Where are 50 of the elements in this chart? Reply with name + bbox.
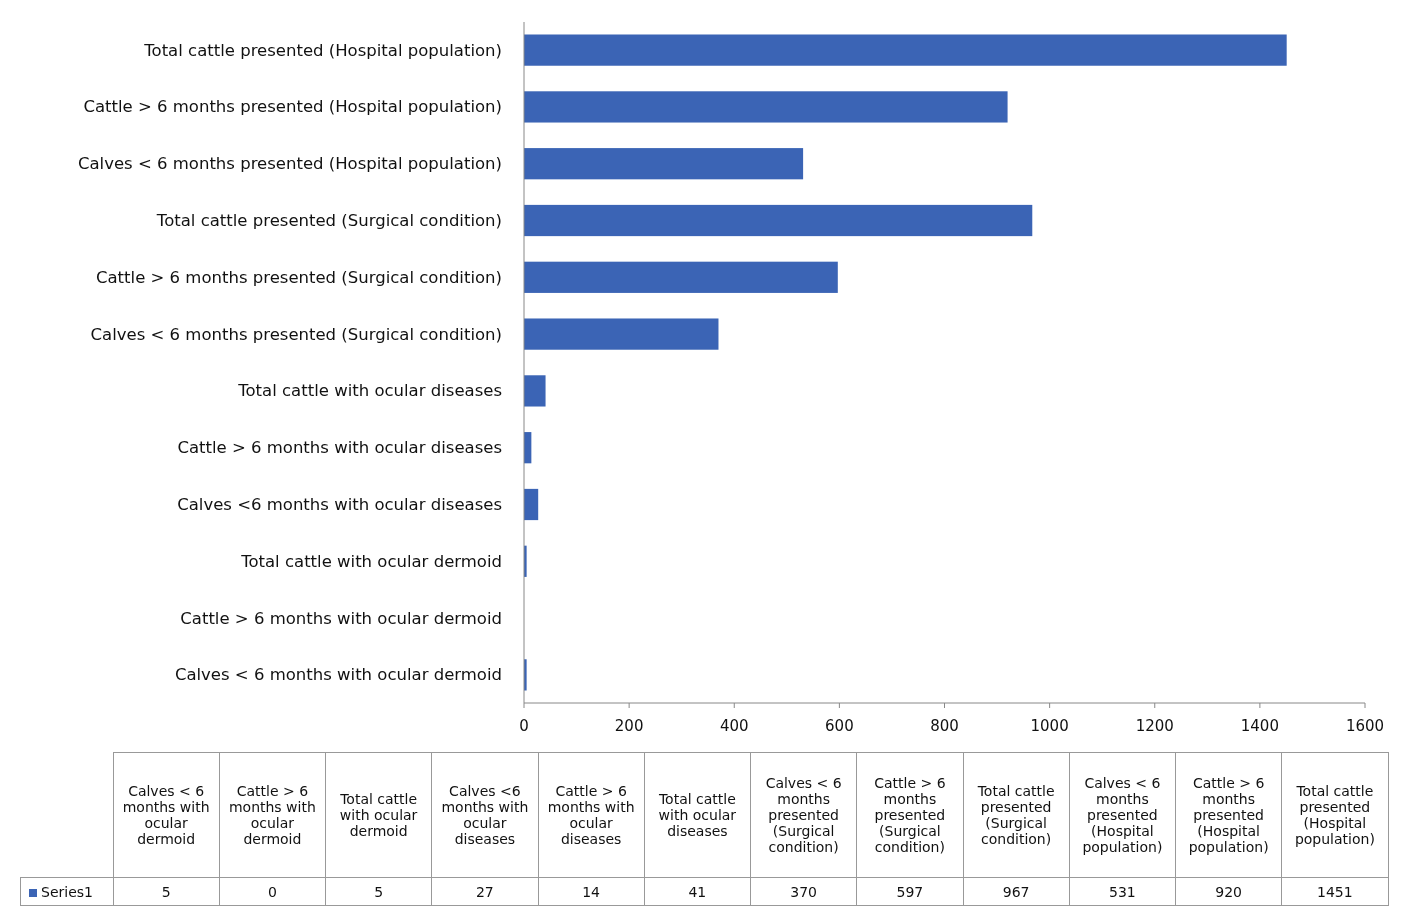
y-tick-label: Calves <6 months with ocular diseases — [177, 494, 502, 514]
bar — [524, 375, 546, 407]
data-label: 5 — [325, 877, 432, 906]
bar — [524, 488, 539, 521]
category-label: Total cattle presented (Surgical condition) — [963, 752, 1070, 878]
y-tick-label: Total cattle presented (Hospital population) — [143, 40, 502, 60]
y-tick-label: Cattle > 6 months with ocular dermoid — [180, 608, 502, 628]
category-label: Calves < 6 months presented (Surgical condition) — [750, 752, 857, 878]
bar — [524, 204, 1033, 237]
x-tick-label: 0 — [519, 717, 529, 735]
bar — [524, 318, 719, 350]
bar — [524, 148, 804, 180]
x-tick-label: 1600 — [1345, 717, 1385, 735]
y-tick-label: Total cattle with ocular diseases — [237, 381, 502, 401]
data-label: 5 — [113, 877, 220, 906]
data-label: 27 — [431, 877, 538, 906]
data-label: 41 — [644, 877, 751, 906]
data-label: 967 — [963, 877, 1070, 906]
category-label: Calves < 6 months presented (Hospital population) — [1069, 752, 1176, 878]
y-tick-label: Calves < 6 months with ocular dermoid — [174, 665, 502, 685]
y-tick-label: Calves < 6 months presented (Surgical condition) — [90, 324, 502, 344]
category-label: Cattle > 6 months with ocular diseases — [538, 752, 645, 878]
bar — [524, 261, 838, 293]
data-label: 920 — [1175, 877, 1282, 906]
y-tick-label: Calves < 6 months presented (Hospital population) — [77, 154, 502, 174]
data-label: 0 — [219, 877, 326, 906]
category-label: Cattle > 6 months presented (Surgical condition) — [856, 752, 963, 878]
x-tick-label: 200 — [614, 717, 644, 735]
x-tick-label: 1000 — [1030, 717, 1069, 735]
bar — [524, 34, 1287, 66]
data-label: 531 — [1069, 877, 1176, 906]
x-tick-label: 400 — [719, 717, 749, 735]
data-label: 14 — [538, 877, 645, 906]
legend-label: Series1 — [20, 877, 113, 906]
bar — [524, 91, 1008, 123]
x-tick-label: 1200 — [1135, 717, 1174, 735]
category-label: Total cattle with ocular diseases — [644, 752, 751, 878]
x-tick-label: 600 — [825, 717, 854, 735]
y-tick-label: Total cattle with ocular dermoid — [240, 551, 502, 571]
x-tick-label: 800 — [930, 717, 959, 735]
y-tick-label: Cattle > 6 months with ocular diseases — [177, 438, 502, 458]
y-tick-label: Total cattle presented (Surgical condition) — [155, 211, 502, 231]
y-tick-label: Cattle > 6 months presented (Hospital population) — [83, 97, 502, 117]
data-label: 370 — [750, 877, 857, 906]
category-label: Cattle > 6 months presented (Hospital population) — [1175, 752, 1282, 878]
data-label: 1451 — [1281, 877, 1388, 906]
category-label: Total cattle presented (Hospital population) — [1281, 752, 1388, 878]
y-tick-label: Cattle > 6 months presented (Surgical condition) — [95, 267, 502, 287]
x-tick-label: 1400 — [1240, 717, 1279, 735]
data-label: 597 — [856, 877, 963, 906]
